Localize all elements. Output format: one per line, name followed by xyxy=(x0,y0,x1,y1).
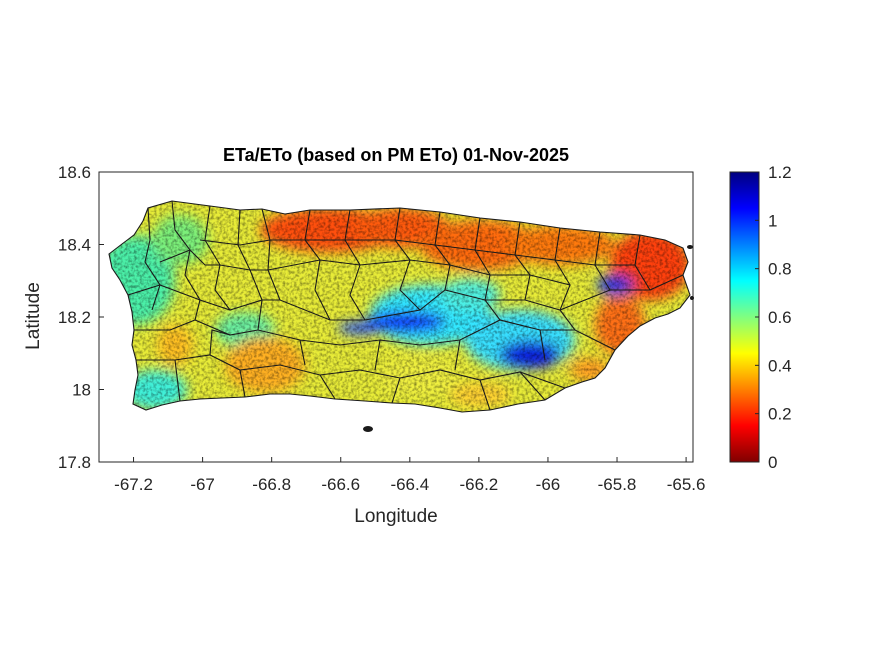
y-tick-label: 18.2 xyxy=(58,308,91,327)
x-tick-label: -65.6 xyxy=(667,475,706,494)
x-axis: -67.2 -67 -66.8 -66.6 -66.4 -66.2 -66 -65.8 -65.… xyxy=(114,457,705,494)
x-axis-label: Longitude xyxy=(354,506,437,527)
municipality-boundaries xyxy=(108,200,691,413)
colorbar-tick-label: 0.8 xyxy=(768,260,792,279)
chart-title: ETa/ETo (based on PM ETo) 01-Nov-2025 xyxy=(223,145,569,165)
y-tick-label: 18.4 xyxy=(58,236,91,255)
colorbar-tick-label: 0.4 xyxy=(768,356,792,375)
y-axis-label: Latitude xyxy=(23,282,44,350)
x-tick-label: -66 xyxy=(536,475,561,494)
colorbar-tick-label: 1 xyxy=(768,211,777,230)
colorbar-tick-label: 0.2 xyxy=(768,405,792,424)
x-tick-label: -67.2 xyxy=(114,475,153,494)
colorbar-tick-label: 0.6 xyxy=(768,308,792,327)
y-tick-label: 18.6 xyxy=(58,163,91,182)
colorbar-tick-label: 0 xyxy=(768,453,777,472)
x-tick-label: -65.8 xyxy=(598,475,637,494)
x-tick-label: -66.8 xyxy=(252,475,291,494)
x-tick-label: -66.2 xyxy=(460,475,499,494)
colorbar xyxy=(729,171,760,463)
small-islands xyxy=(363,245,694,432)
x-tick-label: -66.4 xyxy=(390,475,429,494)
colorbar-ticks: 0 0.2 0.4 0.6 0.8 1 1.2 xyxy=(755,163,792,472)
y-tick-label: 18 xyxy=(72,381,91,400)
y-tick-label: 17.8 xyxy=(58,453,91,472)
colorbar-tick-label: 1.2 xyxy=(768,163,792,182)
y-axis: 17.8 18 18.2 18.4 18.6 xyxy=(58,163,104,472)
x-tick-label: -67 xyxy=(190,475,215,494)
x-tick-label: -66.6 xyxy=(321,475,360,494)
